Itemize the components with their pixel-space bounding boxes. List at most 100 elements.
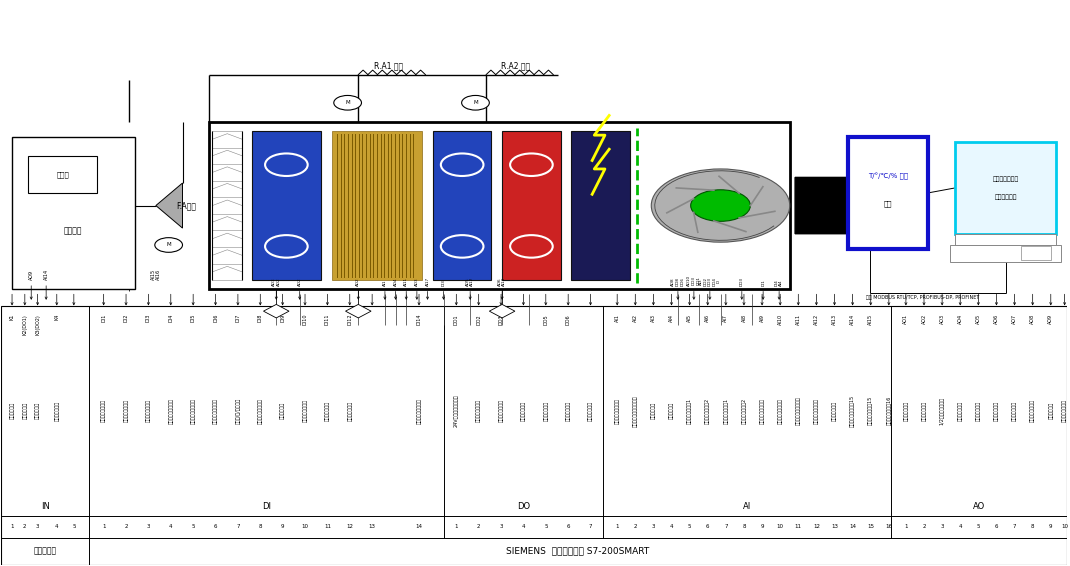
Text: DI12: DI12 xyxy=(348,314,352,325)
Text: AO2: AO2 xyxy=(356,277,361,286)
Text: AI13: AI13 xyxy=(832,314,837,325)
Text: AI2: AI2 xyxy=(632,314,638,322)
Text: 1: 1 xyxy=(615,524,618,529)
Text: DI9: DI9 xyxy=(280,314,285,322)
Text: 7: 7 xyxy=(724,524,728,529)
Circle shape xyxy=(652,169,790,242)
Text: AI14: AI14 xyxy=(44,269,48,280)
Text: AI14: AI14 xyxy=(851,314,855,325)
Text: 被控区域温度信号2: 被控区域温度信号2 xyxy=(705,398,710,424)
Text: 系统故障指示: 系统故障指示 xyxy=(35,402,40,419)
Text: T/°/℃/% 错误: T/°/℃/% 错误 xyxy=(868,172,908,179)
Polygon shape xyxy=(263,305,289,318)
Text: DO6: DO6 xyxy=(566,314,570,325)
Text: AI5: AI5 xyxy=(687,314,692,322)
Polygon shape xyxy=(156,183,183,228)
Text: 2: 2 xyxy=(477,524,480,529)
Polygon shape xyxy=(346,305,371,318)
Text: AO8: AO8 xyxy=(1030,314,1035,324)
Text: DO1: DO1 xyxy=(454,314,459,325)
Text: 7: 7 xyxy=(1013,524,1016,529)
Text: 被控区域温度信号15: 被控区域温度信号15 xyxy=(868,396,873,426)
Text: 8: 8 xyxy=(1030,524,1035,529)
Text: 9: 9 xyxy=(761,524,764,529)
Text: 强风保护报警信号: 强风保护报警信号 xyxy=(102,400,106,422)
Text: AO10
DO3
DO1: AO10 DO3 DO1 xyxy=(687,275,701,286)
Text: DI3: DI3 xyxy=(146,314,151,323)
Text: 7: 7 xyxy=(236,524,240,529)
Text: 5: 5 xyxy=(544,524,548,529)
Text: K3(DO2): K3(DO2) xyxy=(35,314,40,335)
Text: 3: 3 xyxy=(500,524,503,529)
Text: S.A送风: S.A送风 xyxy=(849,190,870,199)
Circle shape xyxy=(155,238,183,252)
Text: 中效滤网报警信号: 中效滤网报警信号 xyxy=(146,400,151,422)
Text: M: M xyxy=(346,100,350,105)
Text: DI6: DI6 xyxy=(213,314,218,323)
Text: DO2: DO2 xyxy=(476,314,482,325)
Text: AO4: AO4 xyxy=(958,314,963,324)
FancyBboxPatch shape xyxy=(433,131,491,280)
Text: 1: 1 xyxy=(102,524,106,529)
Text: 电加热器运行信号: 电加热器运行信号 xyxy=(303,400,307,422)
Circle shape xyxy=(691,190,750,221)
Text: 送风机故障报警信号: 送风机故障报警信号 xyxy=(190,398,196,424)
Text: 送风机路路运行信号: 送风机路路运行信号 xyxy=(213,398,218,424)
FancyBboxPatch shape xyxy=(954,234,1056,245)
FancyBboxPatch shape xyxy=(502,131,561,280)
Text: 电加热后停控制: 电加热后停控制 xyxy=(566,401,570,421)
Text: 一次回风阀开度反馈信号: 一次回风阀开度反馈信号 xyxy=(632,395,638,427)
Text: 4: 4 xyxy=(959,524,962,529)
Text: AI17: AI17 xyxy=(426,277,429,286)
Text: 新风阀开度反馈信号: 新风阀开度反馈信号 xyxy=(614,398,620,424)
Text: 15: 15 xyxy=(868,524,874,529)
Text: 3: 3 xyxy=(941,524,944,529)
Text: DI2: DI2 xyxy=(123,314,128,323)
Text: 加热控制信号: 加热控制信号 xyxy=(1049,402,1053,419)
Text: 7: 7 xyxy=(588,524,593,529)
Text: DI14: DI14 xyxy=(416,314,422,325)
Polygon shape xyxy=(795,177,875,234)
Text: DO3: DO3 xyxy=(499,314,504,325)
Text: 12: 12 xyxy=(813,524,820,529)
Text: 新风阀控制信号: 新风阀控制信号 xyxy=(921,401,927,421)
Text: 2: 2 xyxy=(24,524,27,529)
Text: 2: 2 xyxy=(124,524,127,529)
Text: R.A2 回风: R.A2 回风 xyxy=(502,62,531,71)
Text: AI1: AI1 xyxy=(614,314,620,322)
Text: 2: 2 xyxy=(922,524,926,529)
Text: AI: AI xyxy=(743,502,751,511)
Text: AO: AO xyxy=(973,502,985,511)
Text: 16: 16 xyxy=(885,524,892,529)
Text: AO8
DO8
DO6: AO8 DO8 DO6 xyxy=(671,277,685,286)
FancyBboxPatch shape xyxy=(251,131,321,280)
Text: 3: 3 xyxy=(652,524,655,529)
Text: AI15: AI15 xyxy=(868,314,873,325)
Text: 10: 10 xyxy=(777,524,783,529)
Text: 1/2回风阀控制信号: 1/2回风阀控制信号 xyxy=(939,397,945,425)
Text: DI7: DI7 xyxy=(235,314,241,323)
FancyBboxPatch shape xyxy=(332,131,423,280)
Text: 预冷阀控制信号: 预冷阀控制信号 xyxy=(958,401,963,421)
Text: 回风温度信号: 回风温度信号 xyxy=(669,402,674,419)
Text: DO: DO xyxy=(517,502,530,511)
Text: 次回风阀开度反馈信号: 次回风阀开度反馈信号 xyxy=(796,396,800,425)
Text: 变频器控制信号: 变频器控制信号 xyxy=(903,401,908,421)
Text: DI8: DI8 xyxy=(258,314,263,323)
FancyBboxPatch shape xyxy=(1,306,1067,565)
Text: 14: 14 xyxy=(415,524,423,529)
Text: SIEMENS  可编程控制器 S7-200SMART: SIEMENS 可编程控制器 S7-200SMART xyxy=(506,547,649,556)
Text: AI12: AI12 xyxy=(814,314,819,325)
Text: AO5: AO5 xyxy=(976,314,981,324)
Text: 加热阀开度反馈信号: 加热阀开度反馈信号 xyxy=(778,398,782,424)
Text: 4: 4 xyxy=(522,524,525,529)
Text: 现场控制柜: 现场控制柜 xyxy=(33,547,57,556)
Text: 上位机组态界面: 上位机组态界面 xyxy=(992,176,1019,182)
Text: 被控区域控制信号: 被控区域控制信号 xyxy=(1030,400,1035,422)
Text: 预冷阀开度反馈信号: 预冷阀开度反馈信号 xyxy=(760,398,765,424)
Text: DO3: DO3 xyxy=(739,277,744,286)
Text: 被控区域湿度信号1: 被控区域湿度信号1 xyxy=(723,398,729,424)
Text: 4: 4 xyxy=(670,524,673,529)
Text: DI5: DI5 xyxy=(190,314,196,323)
Text: 1: 1 xyxy=(455,524,458,529)
